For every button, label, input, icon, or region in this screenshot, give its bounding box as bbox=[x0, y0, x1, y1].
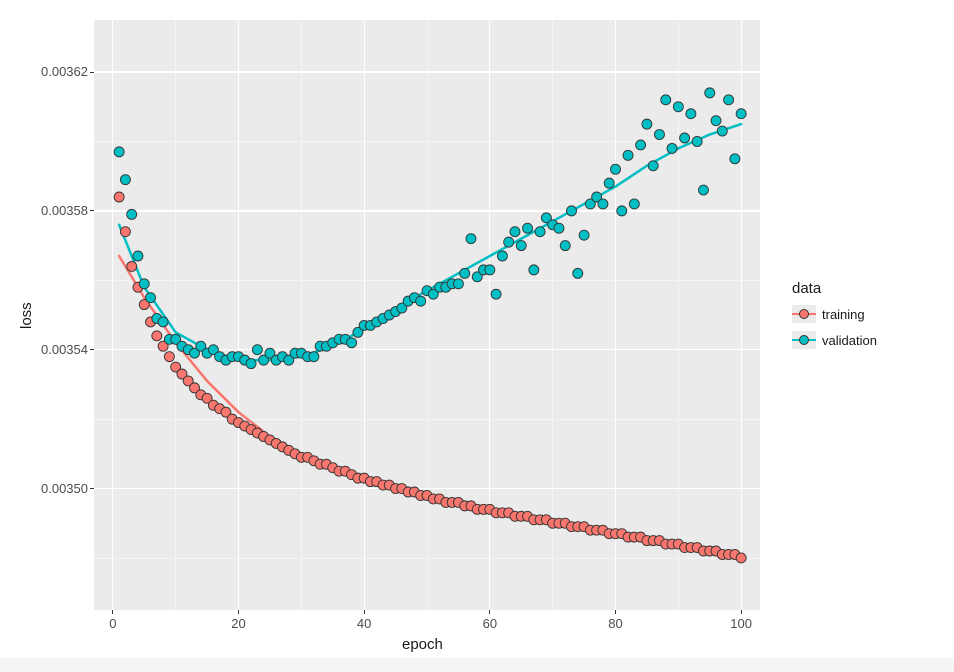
validation-point bbox=[604, 178, 614, 188]
training-point bbox=[164, 352, 174, 362]
validation-point bbox=[692, 136, 702, 146]
validation-point bbox=[535, 227, 545, 237]
validation-point bbox=[629, 199, 639, 209]
validation-point bbox=[466, 234, 476, 244]
y-tick-label: 0.00350 bbox=[41, 481, 88, 496]
validation-point bbox=[453, 279, 463, 289]
legend-item-validation: validation bbox=[792, 331, 877, 349]
validation-point bbox=[309, 352, 319, 362]
validation-point bbox=[246, 359, 256, 369]
x-tick-label: 100 bbox=[726, 616, 756, 631]
validation-point bbox=[573, 268, 583, 278]
validation-point bbox=[120, 175, 130, 185]
validation-point bbox=[516, 241, 526, 251]
validation-point bbox=[654, 130, 664, 140]
y-axis-title: loss bbox=[18, 302, 35, 329]
validation-point bbox=[114, 147, 124, 157]
legend-label-validation: validation bbox=[822, 333, 877, 348]
validation-point bbox=[497, 251, 507, 261]
legend-item-training: training bbox=[792, 305, 877, 323]
validation-point bbox=[698, 185, 708, 195]
validation-point bbox=[598, 199, 608, 209]
validation-point bbox=[567, 206, 577, 216]
x-tick-label: 0 bbox=[98, 616, 128, 631]
validation-point bbox=[642, 119, 652, 129]
validation-point bbox=[610, 164, 620, 174]
x-tick-label: 80 bbox=[600, 616, 630, 631]
validation-point bbox=[133, 251, 143, 261]
training-point bbox=[120, 227, 130, 237]
x-tick-label: 60 bbox=[475, 616, 505, 631]
validation-point bbox=[711, 116, 721, 126]
validation-point bbox=[730, 154, 740, 164]
validation-point bbox=[158, 317, 168, 327]
validation-smooth-line bbox=[119, 124, 741, 360]
validation-point bbox=[485, 265, 495, 275]
validation-point bbox=[717, 126, 727, 136]
validation-point bbox=[736, 109, 746, 119]
validation-point bbox=[504, 237, 514, 247]
y-tick-label: 0.00354 bbox=[41, 342, 88, 357]
y-tick-label: 0.00362 bbox=[41, 64, 88, 79]
loss-chart: 0 20 40 60 80 100 0.00350 0.00354 0.00358 0.00362… bbox=[0, 0, 954, 672]
validation-point bbox=[667, 143, 677, 153]
validation-point bbox=[529, 265, 539, 275]
validation-point bbox=[460, 268, 470, 278]
validation-point bbox=[705, 88, 715, 98]
validation-point bbox=[139, 279, 149, 289]
validation-point bbox=[127, 209, 137, 219]
validation-point bbox=[673, 102, 683, 112]
validation-point bbox=[510, 227, 520, 237]
validation-point bbox=[523, 223, 533, 233]
validation-point bbox=[636, 140, 646, 150]
validation-point bbox=[617, 206, 627, 216]
validation-point bbox=[623, 150, 633, 160]
validation-point bbox=[252, 345, 262, 355]
legend-key-training bbox=[792, 305, 816, 323]
x-axis-title: epoch bbox=[402, 636, 443, 653]
validation-point bbox=[661, 95, 671, 105]
training-point bbox=[127, 261, 137, 271]
validation-point bbox=[347, 338, 357, 348]
validation-point bbox=[560, 241, 570, 251]
y-tick-label: 0.00358 bbox=[41, 203, 88, 218]
validation-point bbox=[554, 223, 564, 233]
validation-point bbox=[680, 133, 690, 143]
training-point bbox=[736, 553, 746, 563]
x-tick-label: 40 bbox=[349, 616, 379, 631]
validation-point bbox=[416, 296, 426, 306]
validation-point bbox=[491, 289, 501, 299]
legend: data training validation bbox=[792, 280, 877, 349]
validation-point bbox=[648, 161, 658, 171]
legend-key-validation bbox=[792, 331, 816, 349]
legend-title: data bbox=[792, 280, 877, 297]
legend-label-training: training bbox=[822, 307, 865, 322]
training-point bbox=[152, 331, 162, 341]
validation-point bbox=[686, 109, 696, 119]
x-tick-label: 20 bbox=[224, 616, 254, 631]
validation-point bbox=[579, 230, 589, 240]
footer-bar bbox=[0, 658, 954, 672]
validation-point bbox=[724, 95, 734, 105]
validation-point bbox=[146, 293, 156, 303]
training-point bbox=[114, 192, 124, 202]
